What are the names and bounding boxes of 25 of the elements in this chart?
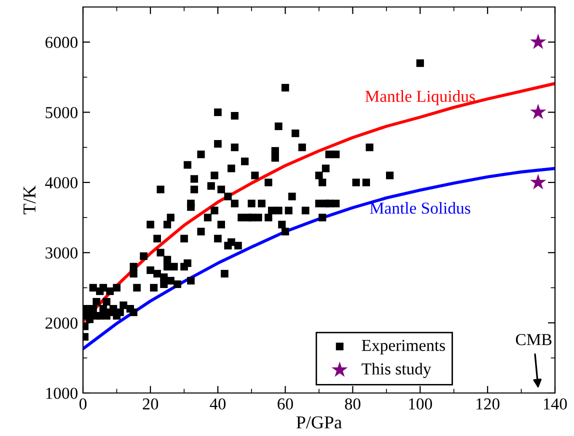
series-label: Mantle Liquidus <box>365 90 475 106</box>
x-tick-label: 60 <box>278 398 293 410</box>
point <box>530 174 546 190</box>
y-tick-label: 1000 <box>46 388 78 399</box>
point <box>530 104 546 120</box>
x-tick-label: 80 <box>345 398 360 410</box>
x-tick-label: 120 <box>476 398 500 410</box>
point <box>530 34 546 49</box>
x-tick-label: 140 <box>544 398 567 410</box>
line-series <box>83 82 555 323</box>
legend-label: This study <box>362 362 432 378</box>
y-tick-label: 2000 <box>46 318 78 329</box>
x-tick-label: 100 <box>409 398 432 410</box>
y-tick-label: 5000 <box>46 106 78 118</box>
x-tick-label: 20 <box>142 398 158 410</box>
series-label: Mantle Solidus <box>370 202 470 214</box>
x-tick-label: 0 <box>79 398 87 410</box>
y-axis-title: T/K <box>24 186 36 214</box>
y-tick-label: 4000 <box>45 177 78 188</box>
x-tick-label: 40 <box>210 398 226 410</box>
annotation: CMB <box>516 334 552 346</box>
x-axis-title: P/GPa <box>296 416 342 428</box>
y-tick-label: 3000 <box>46 247 78 259</box>
legend-label: Experiments <box>362 340 445 354</box>
y-tick-label: 6000 <box>46 36 78 48</box>
